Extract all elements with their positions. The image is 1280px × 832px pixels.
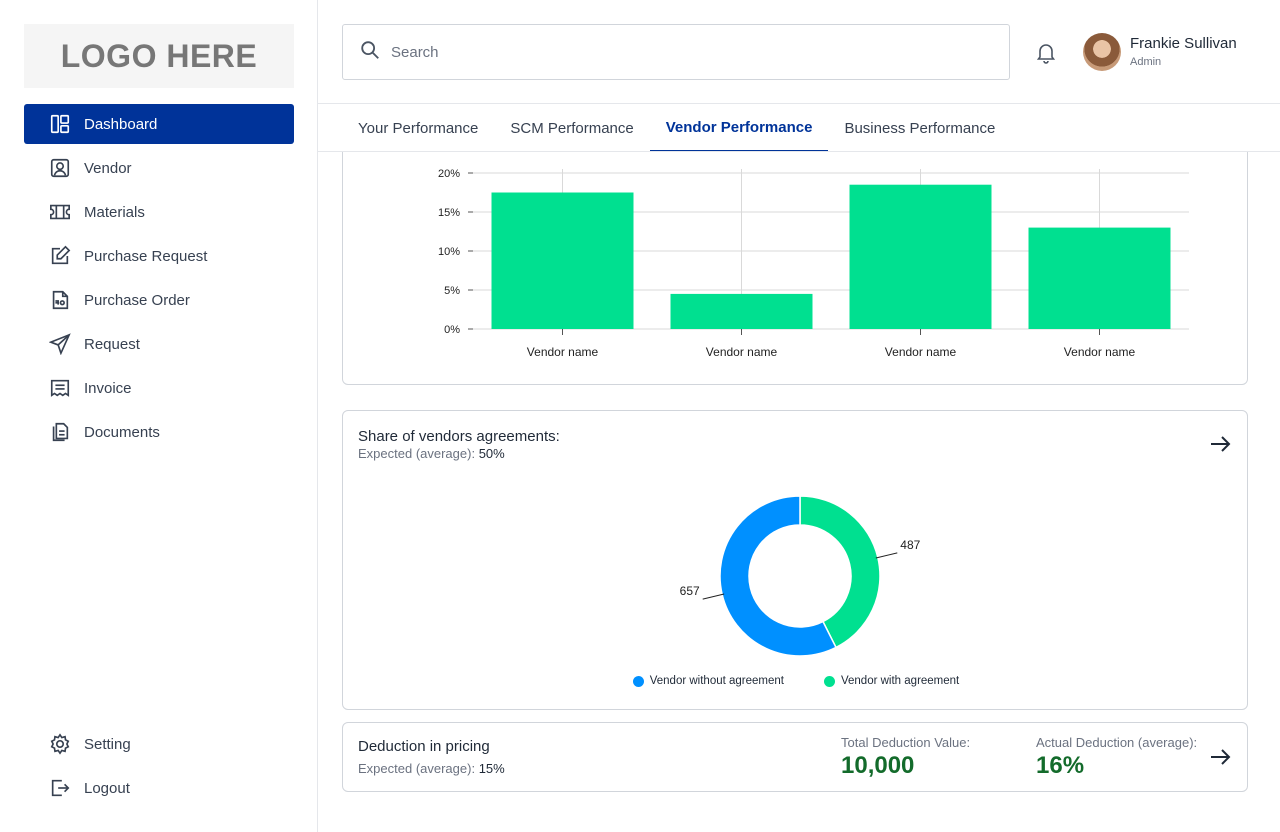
gear-icon (48, 732, 72, 756)
sidebar-item-purchase-request[interactable]: Purchase Request (24, 236, 294, 276)
legend-item: Vendor without agreement (632, 675, 784, 687)
notification-bell-icon[interactable] (1034, 40, 1058, 64)
sidebar-item-setting[interactable]: Setting (24, 724, 294, 764)
deduction-title: Deduction in pricing (358, 738, 490, 755)
sidebar-item-materials[interactable]: Materials (24, 192, 294, 232)
y-tick-label: 20% (438, 168, 460, 180)
actual-deduction-label: Actual Deduction (average): (1036, 735, 1198, 750)
legend-label: Vendor without agreement (649, 675, 784, 687)
tab-business-performance[interactable]: Business Performance (844, 119, 996, 137)
deduction-expected-value: 15% (478, 761, 505, 776)
performance-tabs: Your Performance SCM Performance Vendor … (342, 104, 1011, 152)
sidebar-item-label: Dashboard (84, 115, 158, 133)
donut-label-line (702, 593, 725, 600)
bar (491, 192, 634, 329)
bar (670, 293, 813, 329)
tabs-divider (318, 151, 1280, 152)
agreements-arrow-icon[interactable] (1208, 432, 1232, 456)
user-role: Admin (1130, 56, 1162, 68)
y-tick-label: 15% (438, 207, 460, 219)
sidebar-item-label: Documents (84, 423, 160, 441)
search-input[interactable] (391, 43, 951, 61)
y-tick-label: 5% (444, 285, 460, 297)
user-name: Frankie Sullivan (1130, 35, 1237, 52)
agreements-expected: Expected (average): 50% (358, 446, 505, 461)
agreements-donut-chart: 487 657 (680, 495, 921, 657)
actual-deduction-value: 16% (1036, 752, 1085, 779)
legend-label: Vendor with agreement (840, 675, 960, 687)
y-tick-label: 10% (438, 246, 460, 258)
sidebar-item-purchase-order[interactable]: Purchase Order (24, 280, 294, 320)
sidebar-item-label: Invoice (84, 379, 132, 397)
deduction-card: Deduction in pricing Expected (average):… (342, 722, 1248, 792)
sidebar-item-label: Setting (84, 735, 131, 753)
sidebar-item-label: Materials (84, 203, 145, 221)
sidebar-item-vendor[interactable]: Vendor (24, 148, 294, 188)
sidebar-item-request[interactable]: Request (24, 324, 294, 364)
vendor-bar-chart-card: 0% 5% 10% 15% 20% Vendor name Vendor name Vendo… (342, 152, 1248, 385)
sidebar-item-label: Request (84, 335, 140, 353)
agreements-expected-label: Expected (average): (358, 446, 476, 461)
header-divider (318, 103, 1280, 104)
dashboard-icon (48, 112, 72, 136)
bar (849, 184, 992, 329)
vendor-bar-chart: 0% 5% 10% 15% 20% Vendor name Vendor name Vendo… (438, 168, 1189, 359)
total-deduction-value: 10,000 (841, 752, 915, 779)
x-tick-label: Vendor name (527, 345, 599, 359)
agreements-title: Share of vendors agreements: (358, 428, 560, 445)
documents-icon (48, 420, 72, 444)
sidebar-item-invoice[interactable]: Invoice (24, 368, 294, 408)
donut-slice (719, 495, 838, 657)
sidebar-nav: Dashboard Vendor Materials Purchase Requ… (24, 104, 294, 456)
materials-icon (48, 200, 72, 224)
total-deduction-label: Total Deduction Value: (841, 735, 971, 750)
x-tick-label: Vendor name (1064, 345, 1136, 359)
legend-dot-with (823, 675, 835, 687)
avatar[interactable] (1083, 33, 1121, 71)
donut-label-line (875, 552, 898, 559)
edit-icon (48, 244, 72, 268)
vendor-icon (48, 156, 72, 180)
sidebar-item-documents[interactable]: Documents (24, 412, 294, 452)
agreements-card: Share of vendors agreements: Expected (a… (342, 410, 1248, 710)
logo: LOGO HERE (24, 24, 294, 88)
logout-icon (48, 776, 72, 800)
sidebar-item-label: Purchase Order (84, 291, 190, 309)
tab-scm-performance[interactable]: SCM Performance (510, 119, 634, 137)
sidebar-item-label: Purchase Request (84, 247, 208, 265)
sidebar-bottom-nav: Setting Logout (24, 724, 294, 812)
tab-vendor-performance[interactable]: Vendor Performance (649, 104, 829, 152)
agreements-expected-value: 50% (478, 446, 505, 461)
y-tick-label: 0% (444, 324, 460, 336)
legend-dot-without (632, 675, 644, 687)
sidebar-item-label: Logout (84, 779, 130, 797)
sidebar-item-label: Vendor (84, 159, 132, 177)
x-tick-label: Vendor name (706, 345, 778, 359)
donut-value-label: 657 (680, 584, 700, 598)
sidebar-item-logout[interactable]: Logout (24, 768, 294, 808)
content-area: 0% 5% 10% 15% 20% Vendor name Vendor name Vendo… (318, 152, 1280, 832)
sidebar-item-dashboard[interactable]: Dashboard (24, 104, 294, 144)
donut-slice (799, 495, 881, 649)
bar (1028, 227, 1171, 329)
send-icon (48, 332, 72, 356)
donut-value-label: 487 (900, 538, 920, 552)
tab-your-performance[interactable]: Your Performance (358, 119, 479, 137)
donut-legend: Vendor without agreement Vendor with agr… (343, 675, 1249, 687)
search-icon (359, 39, 381, 66)
sidebar: LOGO HERE Dashboard Vendor Materials Pur… (0, 0, 318, 832)
deduction-expected-label: Expected (average): (358, 761, 476, 776)
deduction-expected: Expected (average): 15% (358, 761, 505, 776)
x-tick-label: Vendor name (885, 345, 957, 359)
deduction-arrow-icon[interactable] (1208, 745, 1232, 769)
search-box[interactable] (342, 24, 1010, 80)
po-icon (48, 288, 72, 312)
legend-item: Vendor with agreement (823, 675, 960, 687)
invoice-icon (48, 376, 72, 400)
